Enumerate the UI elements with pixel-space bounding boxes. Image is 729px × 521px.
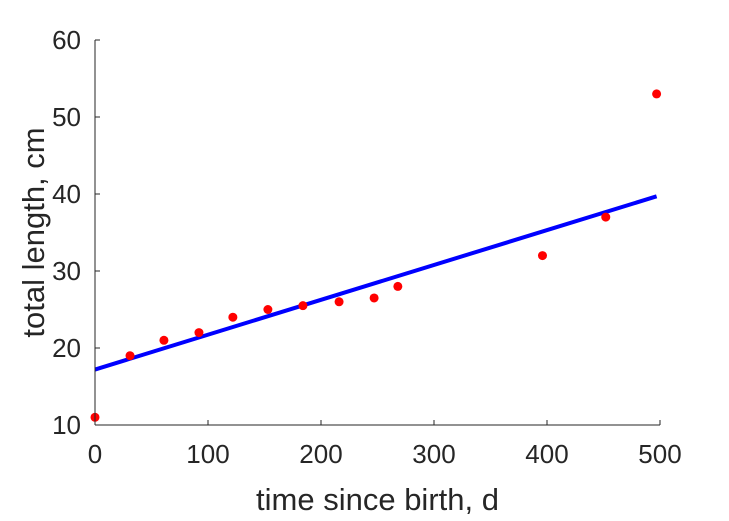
y-axis-label: total length, cm [16, 127, 51, 337]
data-point [537, 251, 547, 261]
x-tick-label: 500 [638, 439, 681, 469]
data-point [334, 297, 344, 307]
x-tick-label: 100 [186, 439, 229, 469]
y-tick-label: 50 [52, 102, 81, 132]
data-point [194, 328, 204, 338]
plot-area [90, 89, 662, 422]
x-tick-label: 300 [412, 439, 455, 469]
x-axis-label: time since birth, d [256, 482, 499, 517]
ticks: 0 100 200 300 400 500 10 20 30 40 50 60 [52, 25, 682, 469]
y-tick-label: 30 [52, 256, 81, 286]
data-point [652, 89, 662, 99]
data-point [228, 312, 238, 322]
data-point [159, 335, 169, 345]
data-point [601, 212, 611, 222]
data-point [298, 301, 308, 311]
y-tick-label: 10 [52, 410, 81, 440]
x-tick-label: 0 [88, 439, 102, 469]
data-point [393, 281, 403, 291]
y-tick-label: 20 [52, 333, 81, 363]
data-point [369, 293, 379, 303]
data-point [263, 305, 273, 314]
x-tick-label: 200 [299, 439, 342, 469]
axes [94, 40, 660, 426]
x-tick-label: 400 [525, 439, 568, 469]
y-tick-label: 40 [52, 179, 81, 209]
data-point [125, 351, 135, 361]
fit-line [94, 194, 658, 372]
y-tick-label: 60 [52, 25, 81, 55]
